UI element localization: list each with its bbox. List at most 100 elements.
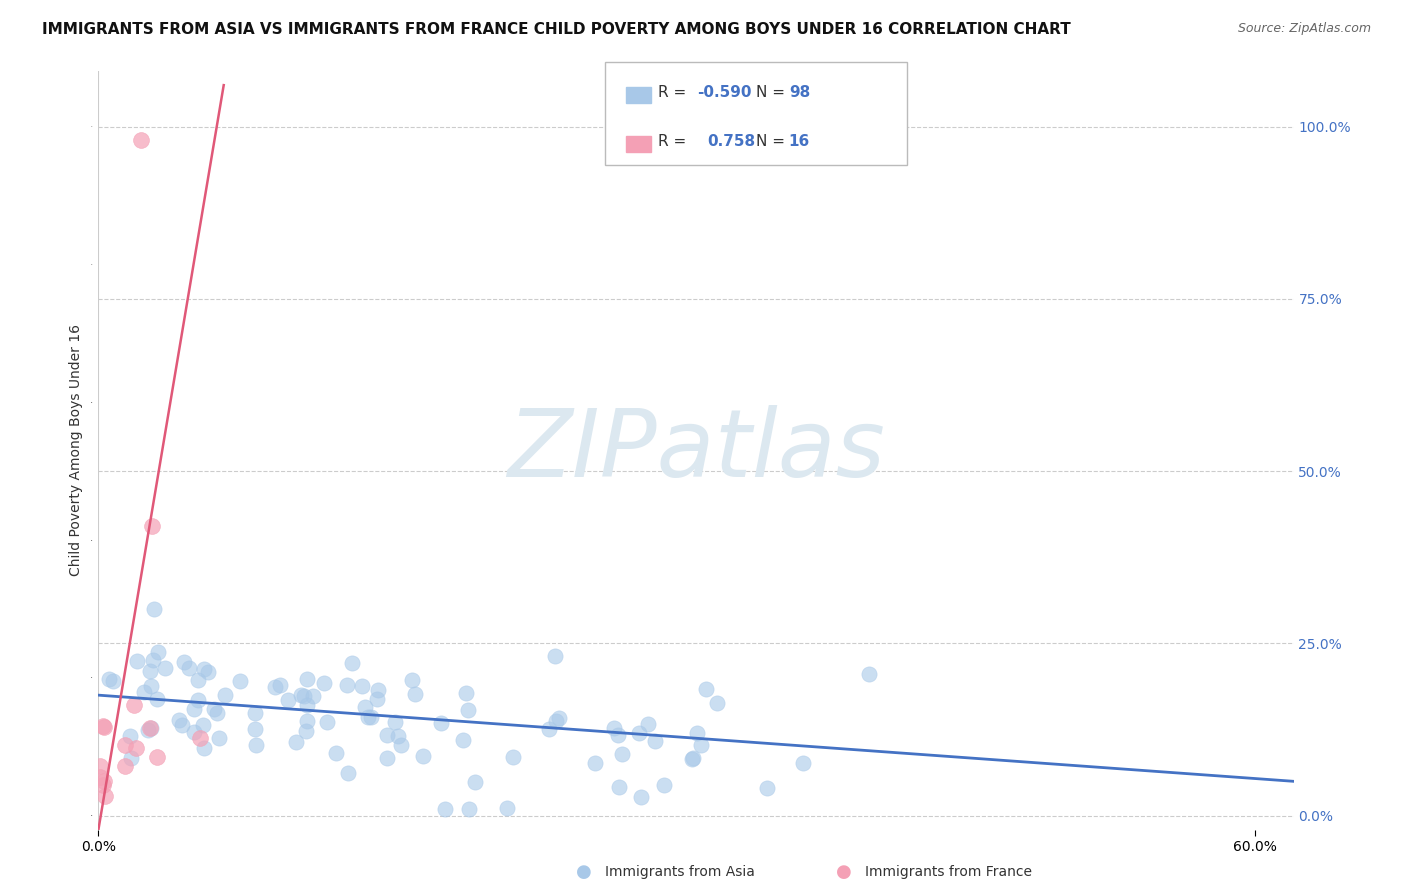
Point [142,653,165,667]
Point [496,801,519,815]
Point [197,665,219,679]
Point [366,691,388,706]
Point [681,752,703,766]
Point [142,602,165,616]
Text: ●: ● [575,863,592,881]
Point [129,133,152,147]
Point [607,780,630,795]
Point [295,698,318,713]
Point [630,789,652,804]
Point [141,721,163,735]
Point [384,714,406,729]
Point [98,672,121,686]
Point [191,717,214,731]
Point [792,756,814,770]
Point [145,749,167,764]
Point [360,709,382,723]
Point [120,751,142,765]
Text: -0.590: -0.590 [697,86,752,100]
Point [686,726,709,740]
Point [208,731,231,745]
Point [682,751,704,765]
Point [127,654,149,668]
Point [583,756,606,771]
Text: R =: R = [658,135,692,149]
Point [173,655,195,669]
Point [603,722,626,736]
Point [340,656,363,670]
Point [101,673,124,688]
Point [134,685,156,699]
Point [387,730,409,744]
Point [689,738,711,752]
Point [544,648,567,663]
Point [401,673,423,687]
Point [122,698,145,712]
Point [91,778,114,792]
Text: 16: 16 [789,135,810,149]
Text: R =: R = [658,86,692,100]
Point [357,710,380,724]
Point [302,690,325,704]
Point [205,706,228,721]
Point [325,747,347,761]
Text: Immigrants from France: Immigrants from France [865,865,1032,880]
Point [464,774,486,789]
Point [172,718,194,732]
Point [114,759,136,773]
Point [755,781,778,796]
Point [193,740,215,755]
Text: ●: ● [835,863,852,881]
Point [367,683,389,698]
Point [243,706,266,721]
Point [183,724,205,739]
Point [277,692,299,706]
Point [202,701,225,715]
Point [433,802,456,816]
Point [93,720,115,734]
Point [412,748,434,763]
Point [404,687,426,701]
Point [214,688,236,702]
Point [456,686,478,700]
Point [457,703,479,717]
Point [118,729,141,743]
Point [628,726,651,740]
Point [706,697,728,711]
Point [139,679,162,693]
Point [375,750,398,764]
Point [139,722,162,736]
Point [269,678,291,692]
Point [354,700,377,714]
Point [316,714,339,729]
Point [336,678,359,692]
Point [114,739,136,753]
Point [336,766,359,780]
Text: IMMIGRANTS FROM ASIA VS IMMIGRANTS FROM FRANCE CHILD POVERTY AMONG BOYS UNDER 16: IMMIGRANTS FROM ASIA VS IMMIGRANTS FROM … [42,22,1071,37]
Point [188,731,211,746]
Text: ZIPatlas: ZIPatlas [508,405,884,496]
Point [264,680,287,694]
Point [89,758,111,772]
Y-axis label: Child Poverty Among Boys Under 16: Child Poverty Among Boys Under 16 [69,325,83,576]
Point [458,802,481,816]
Point [153,660,176,674]
Point [606,728,628,742]
Point [125,741,148,756]
Point [290,688,312,702]
Point [94,789,117,804]
Point [139,664,162,678]
Point [193,662,215,676]
Point [537,722,560,736]
Point [91,719,114,733]
Text: N =: N = [756,135,790,149]
Point [245,722,267,736]
Point [652,778,675,792]
Point [183,701,205,715]
Point [297,714,319,729]
Point [136,723,159,738]
Point [295,672,318,686]
Text: 98: 98 [789,86,810,100]
Point [146,644,169,658]
Point [502,750,524,764]
